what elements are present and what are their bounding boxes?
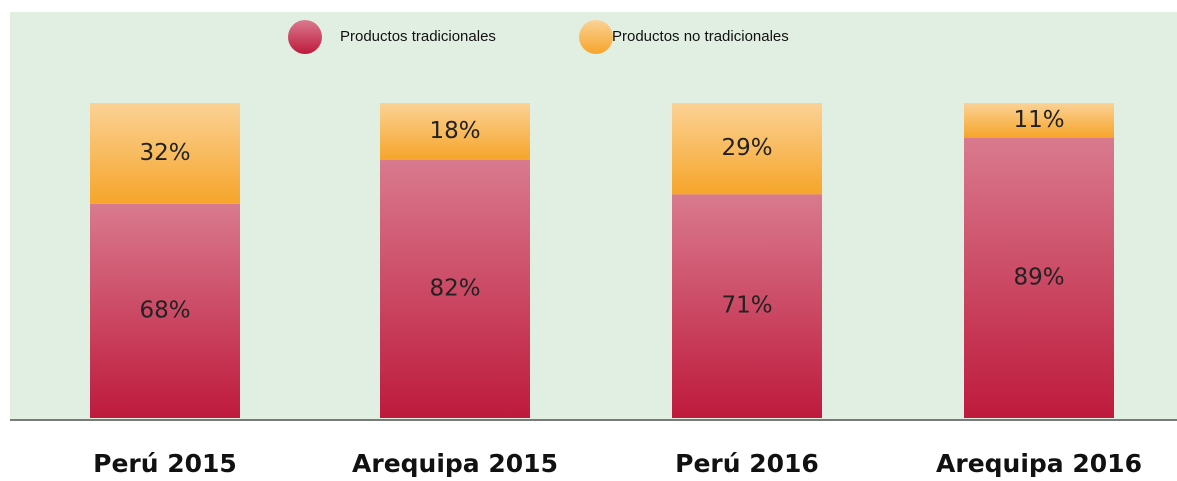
- bar-segment: [964, 103, 1114, 138]
- bar-segment: [380, 159, 530, 418]
- value-label: 29%: [721, 135, 772, 161]
- value-label: 32%: [139, 140, 190, 166]
- x-tick-label: Arequipa 2016: [936, 449, 1142, 478]
- legend-swatch: [579, 20, 613, 54]
- value-label: 68%: [139, 297, 190, 323]
- x-tick-label: Perú 2015: [93, 449, 237, 478]
- bar-segment: [90, 103, 240, 204]
- value-label: 71%: [721, 293, 772, 319]
- x-tick-label: Perú 2016: [675, 449, 819, 478]
- value-label: 18%: [429, 118, 480, 144]
- bar-segment: [90, 203, 240, 418]
- legend-label: Productos tradicionales: [340, 28, 496, 45]
- legend-swatch: [288, 20, 322, 54]
- legend-label: Productos no tradicionales: [612, 28, 789, 45]
- value-label: 89%: [1013, 264, 1064, 290]
- value-label: 82%: [429, 275, 480, 301]
- bar-segment: [380, 103, 530, 160]
- x-tick-label: Arequipa 2015: [352, 449, 558, 478]
- value-label: 11%: [1013, 107, 1064, 133]
- bar-segment: [672, 194, 822, 418]
- bar-segment: [964, 137, 1114, 418]
- bar-segment: [672, 103, 822, 195]
